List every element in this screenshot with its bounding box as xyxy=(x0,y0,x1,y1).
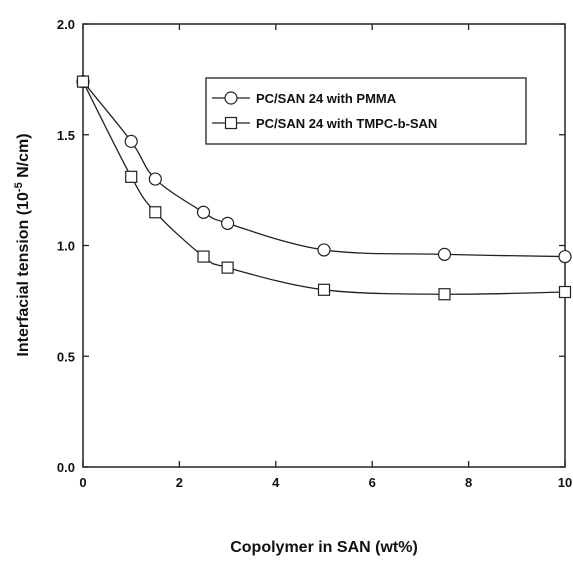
legend-marker-tmpc xyxy=(224,116,238,130)
data-point-square xyxy=(197,250,210,263)
data-point-circle xyxy=(317,243,331,257)
legend: PC/SAN 24 with PMMA PC/SAN 24 with TMPC-… xyxy=(205,77,527,145)
y-tick-label: 0.0 xyxy=(57,460,75,475)
x-tick-label: 8 xyxy=(465,475,472,490)
data-point-square xyxy=(221,261,234,274)
data-point-square xyxy=(438,288,451,301)
x-tick-label: 10 xyxy=(558,475,572,490)
legend-label-pmma: PC/SAN 24 with PMMA xyxy=(256,91,397,106)
y-axis-title-main: Interfacial tension (10 xyxy=(15,192,32,357)
y-tick-label: 1.5 xyxy=(57,128,75,143)
y-axis-title-superscript: -5 xyxy=(13,182,25,192)
data-point-square xyxy=(125,170,138,183)
y-tick-label: 0.5 xyxy=(57,349,75,364)
legend-label-tmpc: PC/SAN 24 with TMPC-b-SAN xyxy=(256,116,437,131)
data-point-circle xyxy=(221,216,235,230)
axis-ticks: 0 2 4 6 8 10 0.0 0.5 1.0 1.5 2.0 xyxy=(57,17,572,490)
y-axis-title: Interfacial tension (10-5 N/cm) xyxy=(13,133,32,356)
x-tick-label: 4 xyxy=(272,475,280,490)
y-tick-label: 2.0 xyxy=(57,17,75,32)
data-point-square xyxy=(149,206,162,219)
data-point-circle xyxy=(437,247,452,261)
data-point-circle xyxy=(558,249,572,264)
y-axis-title-tail: N/cm) xyxy=(15,133,32,182)
data-point-square xyxy=(76,75,90,88)
x-tick-label: 0 xyxy=(79,475,86,490)
x-axis-title: Copolymer in SAN (wt%) xyxy=(230,539,418,556)
data-point-square xyxy=(558,285,572,299)
data-point-circle xyxy=(124,134,138,148)
series-markers xyxy=(76,74,572,301)
data-point-circle xyxy=(196,205,211,219)
legend-marker-pmma xyxy=(224,91,238,105)
legend-box xyxy=(205,77,527,145)
x-tick-label: 2 xyxy=(176,475,183,490)
data-point-square xyxy=(317,283,331,296)
data-point-circle xyxy=(148,172,162,186)
x-tick-label: 6 xyxy=(369,475,376,490)
y-tick-label: 1.0 xyxy=(57,239,75,254)
